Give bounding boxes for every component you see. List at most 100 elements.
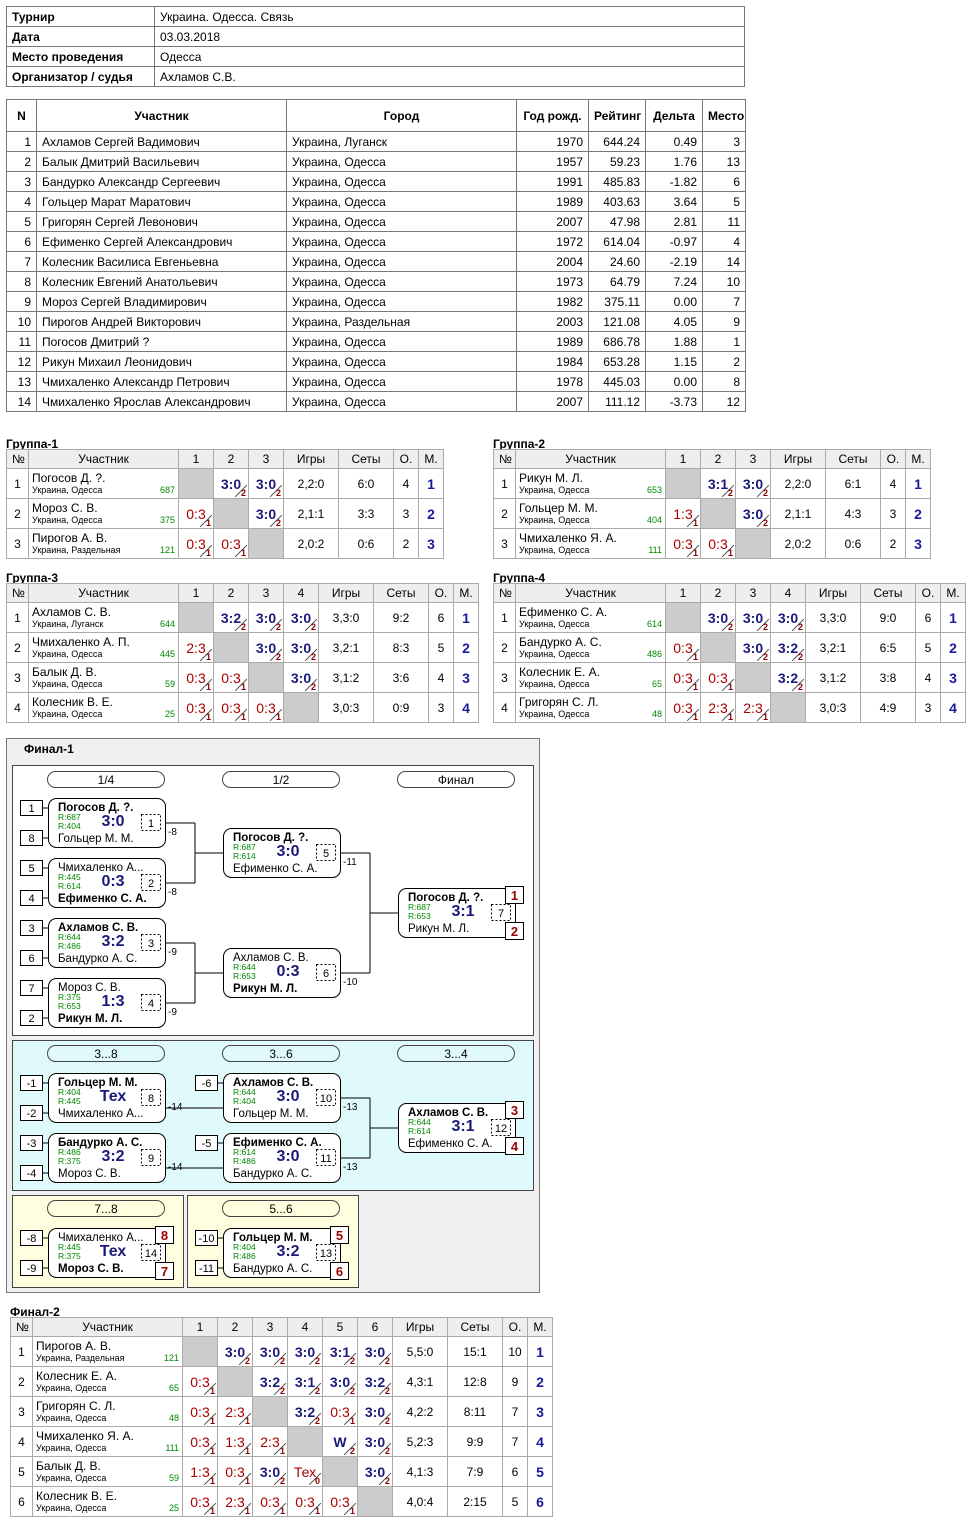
seed-box xyxy=(195,1260,218,1276)
place-box xyxy=(505,1137,524,1155)
player-sub: Украина, Одесса 687 xyxy=(32,485,175,495)
score-cell: 0:3 1 xyxy=(217,1456,253,1487)
player-name: Пирогов А. В. xyxy=(32,531,108,545)
match-points: 1 xyxy=(279,1446,285,1456)
games: 4,0:4 xyxy=(392,1486,448,1517)
score-cell: 0:3 1 xyxy=(322,1396,358,1427)
score-cell: 3:0 2 xyxy=(735,498,771,529)
score: 3:2 xyxy=(364,1373,386,1390)
match-box xyxy=(398,1103,516,1153)
sets: 15:1 xyxy=(447,1336,503,1367)
score-cell: 3:0 2 xyxy=(735,632,771,663)
match-number-box xyxy=(316,1244,336,1261)
player-name: Балык Д. В. xyxy=(32,665,97,679)
seed: -10 xyxy=(199,1233,215,1245)
info-label: Место проведения xyxy=(6,46,155,67)
score: 3:0 xyxy=(364,1403,386,1420)
final-place: 8 xyxy=(161,1228,168,1243)
score: 3:0 xyxy=(290,639,312,656)
player-cell: Рикун М. Л. Украина, Одесса 653 xyxy=(515,468,666,499)
player-row: 1 Рикун М. Л. Украина, Одесса 653 3:1 2 3:0 2 2,… xyxy=(493,468,931,499)
match-box xyxy=(223,828,341,878)
score-table: № Участник 1 2 3 4 Игры Сеты О. М. 1 Ахламов С. В. У… xyxy=(6,583,479,723)
participant-cell: Украина, Одесса xyxy=(286,271,517,292)
match-number: 6 xyxy=(323,968,329,980)
match-number-box xyxy=(141,994,161,1011)
participant-cell: Украина, Одесса xyxy=(286,371,517,392)
match-points: 1 xyxy=(209,1476,215,1486)
player-sub: Украина, Одесса 65 xyxy=(519,679,662,689)
score: 3:0 xyxy=(224,1343,246,1360)
player-row: 1 Пирогов А. В. Украина, Раздельная 121 3:0 2… xyxy=(10,1336,553,1367)
score: 3:1 xyxy=(294,1373,316,1390)
participant-cell: 0.00 xyxy=(645,371,703,392)
sets: 8:11 xyxy=(447,1396,503,1427)
score: 3:2 xyxy=(294,1403,316,1420)
header-cell: 1 xyxy=(178,583,214,603)
match-points: 2 xyxy=(279,1356,285,1366)
header-cell: Участник xyxy=(36,99,287,132)
rating-bottom: R:653 xyxy=(233,971,256,981)
match-points: 1 xyxy=(279,1506,285,1516)
score: 3:0 xyxy=(364,1433,386,1450)
score: 0:3 xyxy=(221,699,241,716)
participant-cell: Ефименко Сергей Александрович xyxy=(36,231,287,252)
table-title: Группа-3 xyxy=(6,571,59,585)
seed-box xyxy=(20,1105,43,1121)
rating-bottom: R:375 xyxy=(58,1251,81,1261)
player-top: Гольцер М. М. xyxy=(58,1077,138,1089)
player-city: Украина, Одесса xyxy=(32,649,103,659)
match-score: Тех xyxy=(100,1243,127,1260)
match-points: 1 xyxy=(205,548,211,558)
match-score: 3:2 xyxy=(101,1148,124,1165)
match-box xyxy=(223,948,341,998)
match-score: 0:3 xyxy=(276,963,299,980)
round-pill xyxy=(47,1045,165,1062)
rating-bottom: R:375 xyxy=(58,1156,81,1166)
round-pill xyxy=(397,1045,515,1062)
seed: 1 xyxy=(28,803,34,815)
score: 3:0 xyxy=(364,1463,386,1480)
empty-cell xyxy=(178,468,214,499)
points: 7 xyxy=(502,1396,528,1427)
score: 3:0 xyxy=(255,475,277,492)
final-place: 6 xyxy=(336,1264,343,1279)
score: 0:3 xyxy=(673,669,693,686)
player-city: Украина, Одесса xyxy=(32,485,103,495)
match-number: 9 xyxy=(148,1153,154,1165)
player-row: 4 Григорян С. Л. Украина, Одесса 48 0:3 1 2:3 1… xyxy=(493,692,966,723)
player-city: Украина, Одесса xyxy=(519,679,590,689)
participant-cell: 12 xyxy=(702,391,746,412)
match-points: 2 xyxy=(727,622,733,632)
header-cell: № xyxy=(6,449,29,469)
games: 3,2:1 xyxy=(318,632,374,663)
player-sub: Украина, Одесса 59 xyxy=(32,679,175,689)
seed: 5 xyxy=(28,863,34,875)
score-cell: 3:1 2 xyxy=(322,1336,358,1367)
place: 6 xyxy=(527,1486,553,1517)
loser-to: -14 xyxy=(168,1102,183,1113)
info-label: Организатор / судья xyxy=(6,66,155,87)
final-place: 4 xyxy=(511,1139,519,1154)
score: 3:2 xyxy=(259,1373,281,1390)
player-city: Украина, Одесса xyxy=(519,649,590,659)
player-sub: Украина, Одесса 25 xyxy=(32,709,175,719)
seed-box xyxy=(20,950,43,966)
match-points: 1 xyxy=(727,682,733,692)
player-rating: 121 xyxy=(159,545,175,555)
round-title: Финал xyxy=(438,773,474,787)
score-cell: 3:0 2 xyxy=(252,1456,288,1487)
header-cell: 6 xyxy=(357,1317,393,1337)
player-rating: 59 xyxy=(168,1473,179,1483)
match-number: 8 xyxy=(148,1093,154,1105)
player-name: Колесник В. Е. xyxy=(36,1489,117,1503)
seed-box xyxy=(20,920,43,936)
player-cell: Ахламов С. В. Украина, Луганск 644 xyxy=(28,602,179,633)
score-cell: 3:0 2 xyxy=(283,632,319,663)
match-box xyxy=(48,798,166,848)
match-box xyxy=(223,1133,341,1183)
participant-cell: 14 xyxy=(702,251,746,272)
header-cell: 4 xyxy=(287,1317,323,1337)
score-cell: 0:3 1 xyxy=(182,1366,218,1397)
points: 3 xyxy=(393,498,419,529)
